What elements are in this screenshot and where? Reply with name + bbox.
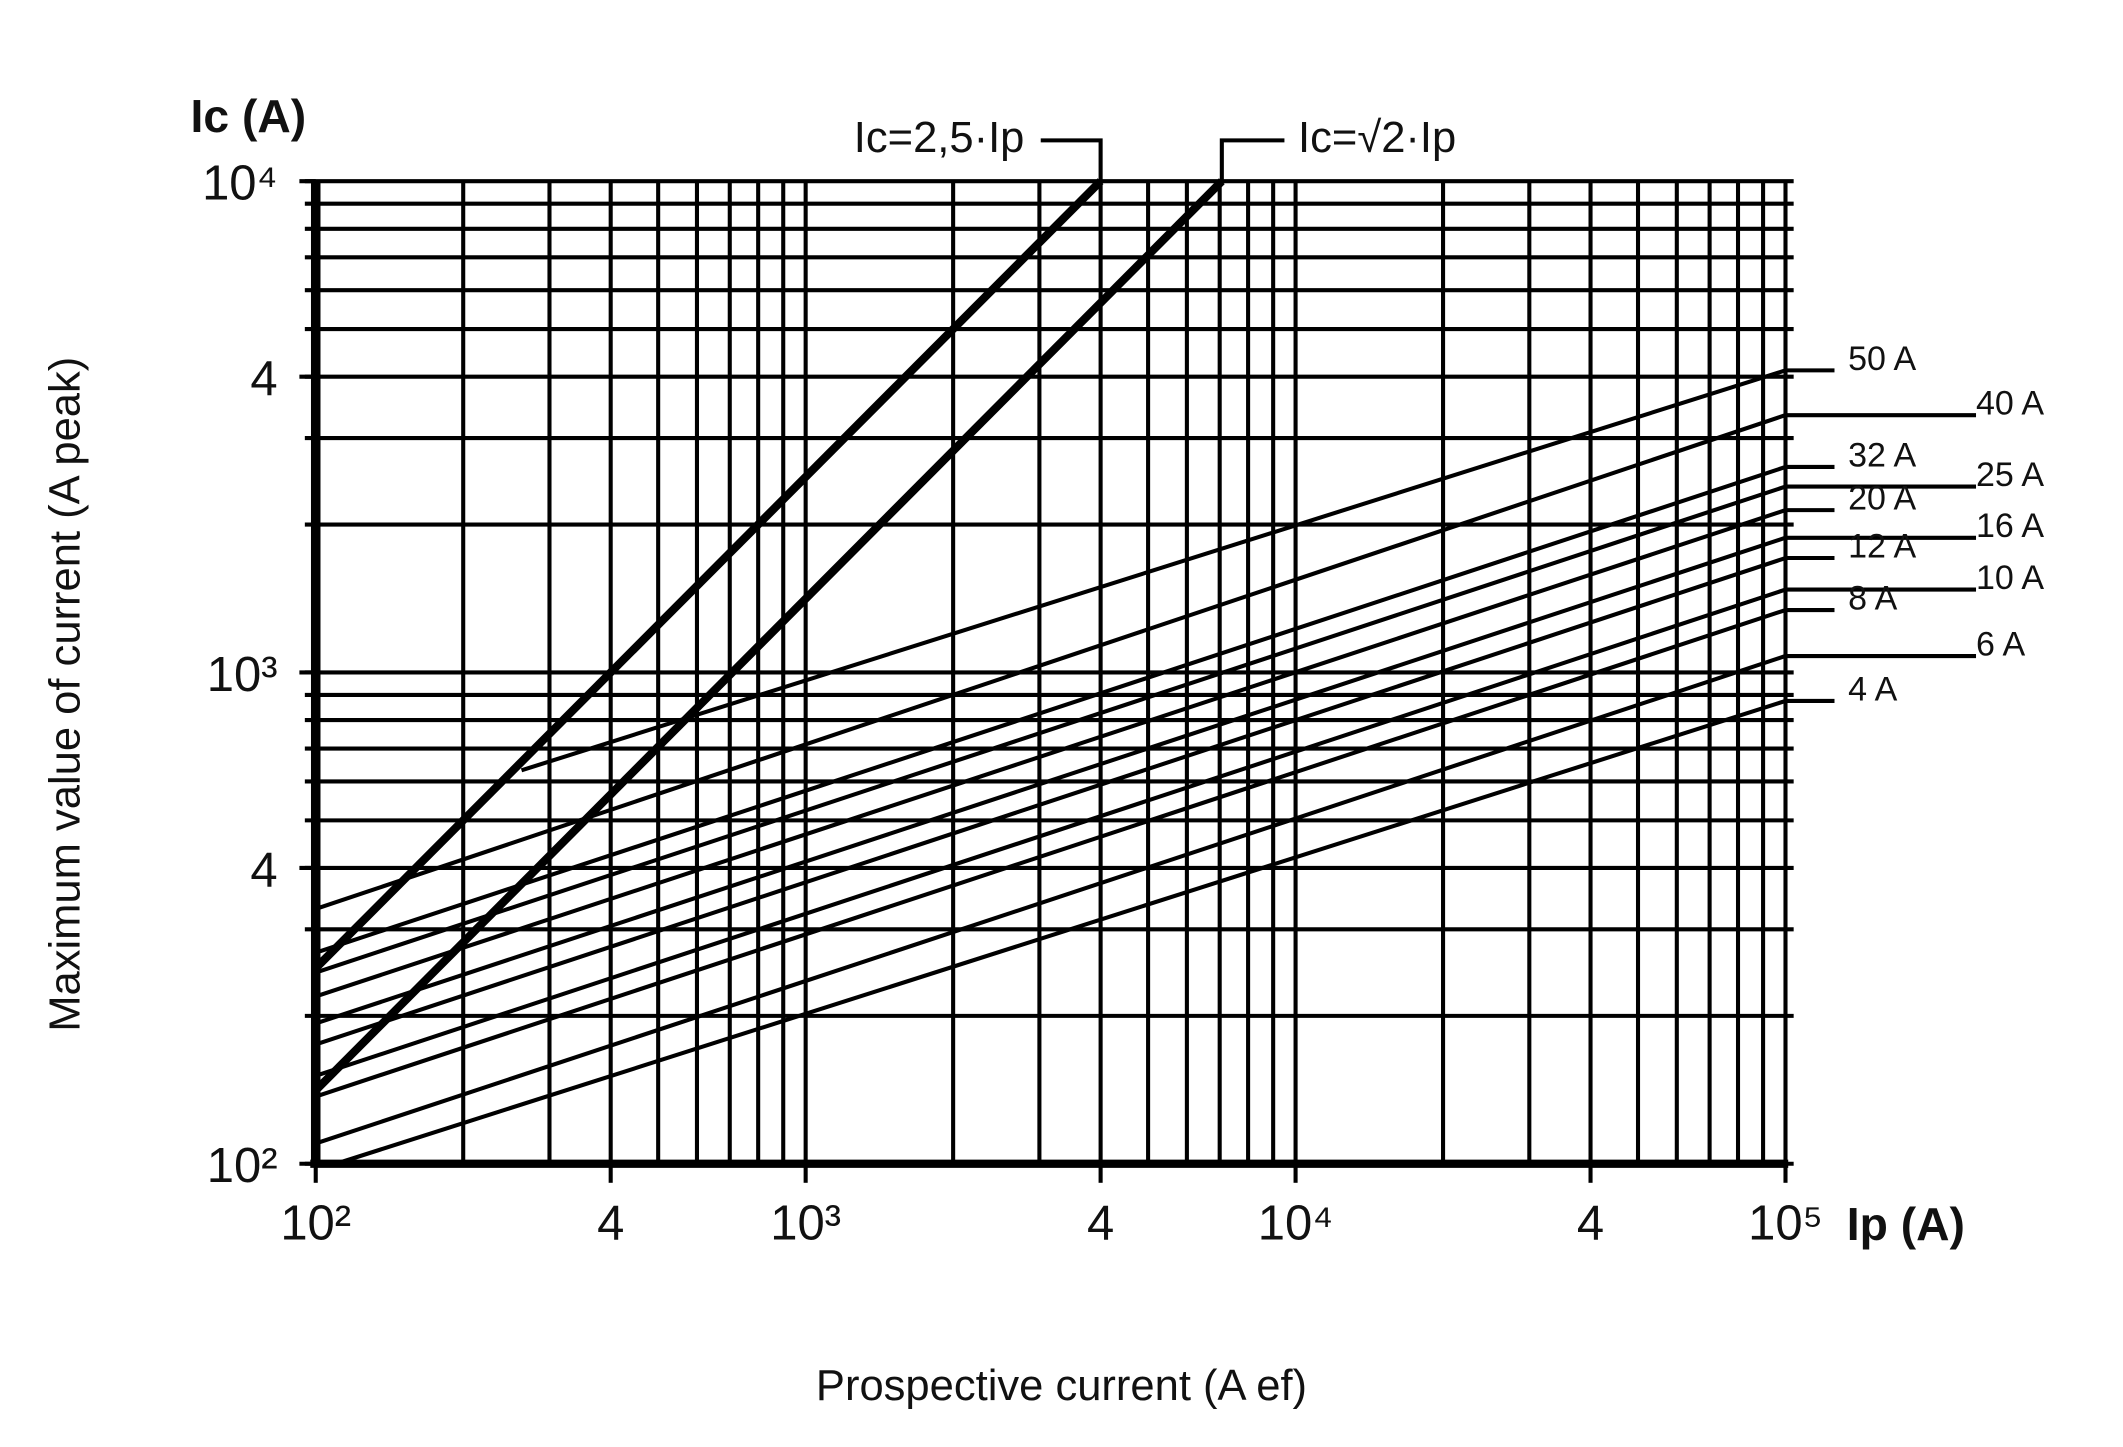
y-tick-label: 10²: [207, 1139, 278, 1193]
series-line: [520, 368, 1787, 773]
x-tick-label: 10³: [770, 1196, 841, 1250]
series-label: 25 A: [1976, 456, 2044, 494]
x-tick-label: 4: [1577, 1196, 1604, 1250]
series-line: [315, 508, 1787, 999]
series-line: [315, 484, 1787, 975]
x-tick-label: 10²: [280, 1196, 351, 1250]
series-label: Ic=2,5·Ip: [854, 114, 1025, 162]
series-line: [315, 587, 1787, 1078]
series-label: 6 A: [1976, 626, 2025, 664]
x-tick-label: 4: [597, 1196, 624, 1250]
series-label: Ic=√2·Ip: [1298, 114, 1456, 162]
label-leader: [1040, 138, 1103, 182]
series-label: 32 A: [1848, 436, 1916, 474]
series-label: 4 A: [1848, 670, 1897, 708]
series-label: 20 A: [1848, 480, 1916, 518]
series-label: 50 A: [1848, 340, 1916, 378]
y-tick-label: 4: [250, 843, 277, 897]
series-line: [315, 535, 1787, 1026]
x-axis-title: Ip (A): [1847, 1198, 1965, 1250]
x-tick-label: 10⁵: [1748, 1196, 1823, 1250]
series-label: 16 A: [1976, 507, 2044, 545]
series-line: [312, 178, 1104, 972]
x-axis-label: Prospective current (A ef): [816, 1362, 1307, 1410]
x-tick-label: 4: [1087, 1196, 1114, 1250]
y-tick-label: 4: [250, 352, 277, 406]
series-label: 40 A: [1976, 385, 2044, 423]
series-line: [315, 465, 1787, 955]
series-line: [315, 556, 1787, 1047]
label-leader: [1219, 138, 1285, 182]
series-line: [315, 413, 1787, 911]
series-line: [315, 608, 1787, 1099]
x-tick-label: 10⁴: [1258, 1196, 1334, 1250]
y-tick-label: 10⁴: [202, 157, 278, 211]
series-line: [315, 654, 1787, 1146]
series-label: 12 A: [1848, 527, 1916, 565]
series-label: 8 A: [1848, 579, 1897, 617]
series-line: [335, 698, 1787, 1166]
y-tick-label: 10³: [207, 648, 278, 702]
y-axis-title: Ic (A): [191, 90, 307, 142]
y-axis-label: Maximum value of current (A peak): [42, 357, 90, 1032]
series-line: [312, 178, 1225, 1094]
series-label: 10 A: [1976, 559, 2044, 597]
